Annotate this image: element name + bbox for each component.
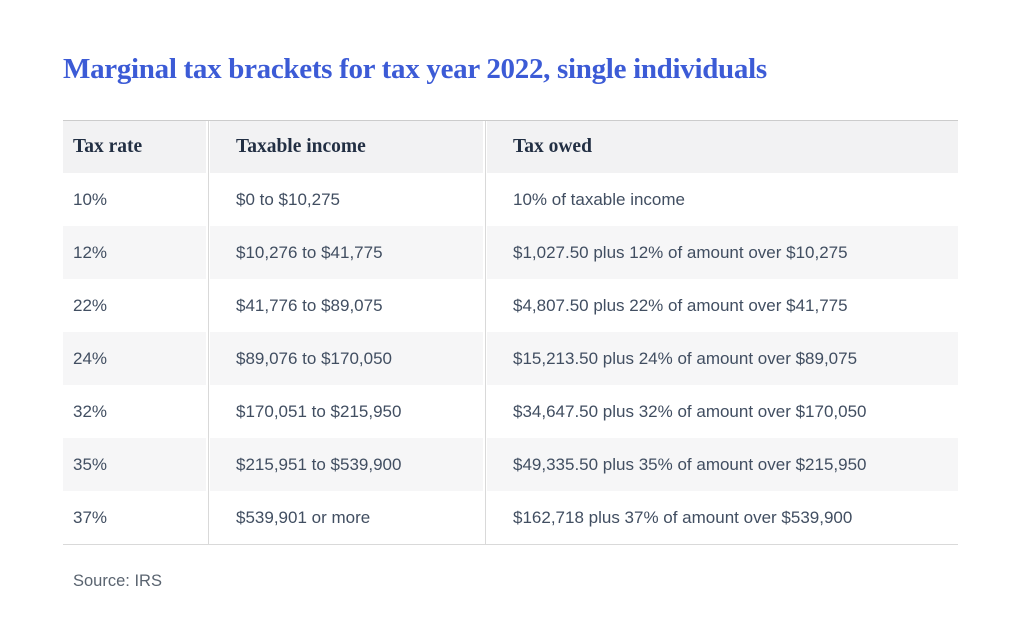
column-header-tax-rate: Tax rate [63,121,206,173]
cell-tax-owed: $1,027.50 plus 12% of amount over $10,27… [487,226,958,279]
table-row: 10% $0 to $10,275 10% of taxable income [63,173,958,226]
cell-tax-owed: $162,718 plus 37% of amount over $539,90… [487,491,958,544]
cell-taxable-income: $539,901 or more [210,491,483,544]
cell-tax-rate: 12% [63,226,206,279]
cell-tax-rate: 37% [63,491,206,544]
cell-tax-rate: 22% [63,279,206,332]
cell-tax-owed: $15,213.50 plus 24% of amount over $89,0… [487,332,958,385]
table-row: 12% $10,276 to $41,775 $1,027.50 plus 12% … [63,226,958,279]
cell-tax-owed: $49,335.50 plus 35% of amount over $215,… [487,438,958,491]
cell-tax-owed: 10% of taxable income [487,173,958,226]
table-row: 24% $89,076 to $170,050 $15,213.50 plus 24… [63,332,958,385]
cell-taxable-income: $215,951 to $539,900 [210,438,483,491]
page-title: Marginal tax brackets for tax year 2022,… [63,53,767,85]
table-row: 35% $215,951 to $539,900 $49,335.50 plus 3… [63,438,958,491]
tax-brackets-table: Tax rate Taxable income Tax owed 10% $0 t… [63,120,958,545]
cell-tax-rate: 10% [63,173,206,226]
table-row: 32% $170,051 to $215,950 $34,647.50 plus 3… [63,385,958,438]
cell-tax-rate: 35% [63,438,206,491]
table-row: 22% $41,776 to $89,075 $4,807.50 plus 22% … [63,279,958,332]
cell-taxable-income: $41,776 to $89,075 [210,279,483,332]
cell-tax-owed: $4,807.50 plus 22% of amount over $41,77… [487,279,958,332]
cell-taxable-income: $0 to $10,275 [210,173,483,226]
cell-taxable-income: $170,051 to $215,950 [210,385,483,438]
cell-tax-rate: 24% [63,332,206,385]
table-row: 37% $539,901 or more $162,718 plus 37% of … [63,491,958,544]
cell-tax-rate: 32% [63,385,206,438]
cell-taxable-income: $10,276 to $41,775 [210,226,483,279]
cell-tax-owed: $34,647.50 plus 32% of amount over $170,… [487,385,958,438]
table-body: 10% $0 to $10,275 10% of taxable income 12%… [63,173,958,544]
cell-taxable-income: $89,076 to $170,050 [210,332,483,385]
table-header-row: Tax rate Taxable income Tax owed [63,121,958,173]
column-header-tax-owed: Tax owed [487,121,958,173]
source-note: Source: IRS [73,572,162,590]
column-header-taxable-income: Taxable income [210,121,483,173]
